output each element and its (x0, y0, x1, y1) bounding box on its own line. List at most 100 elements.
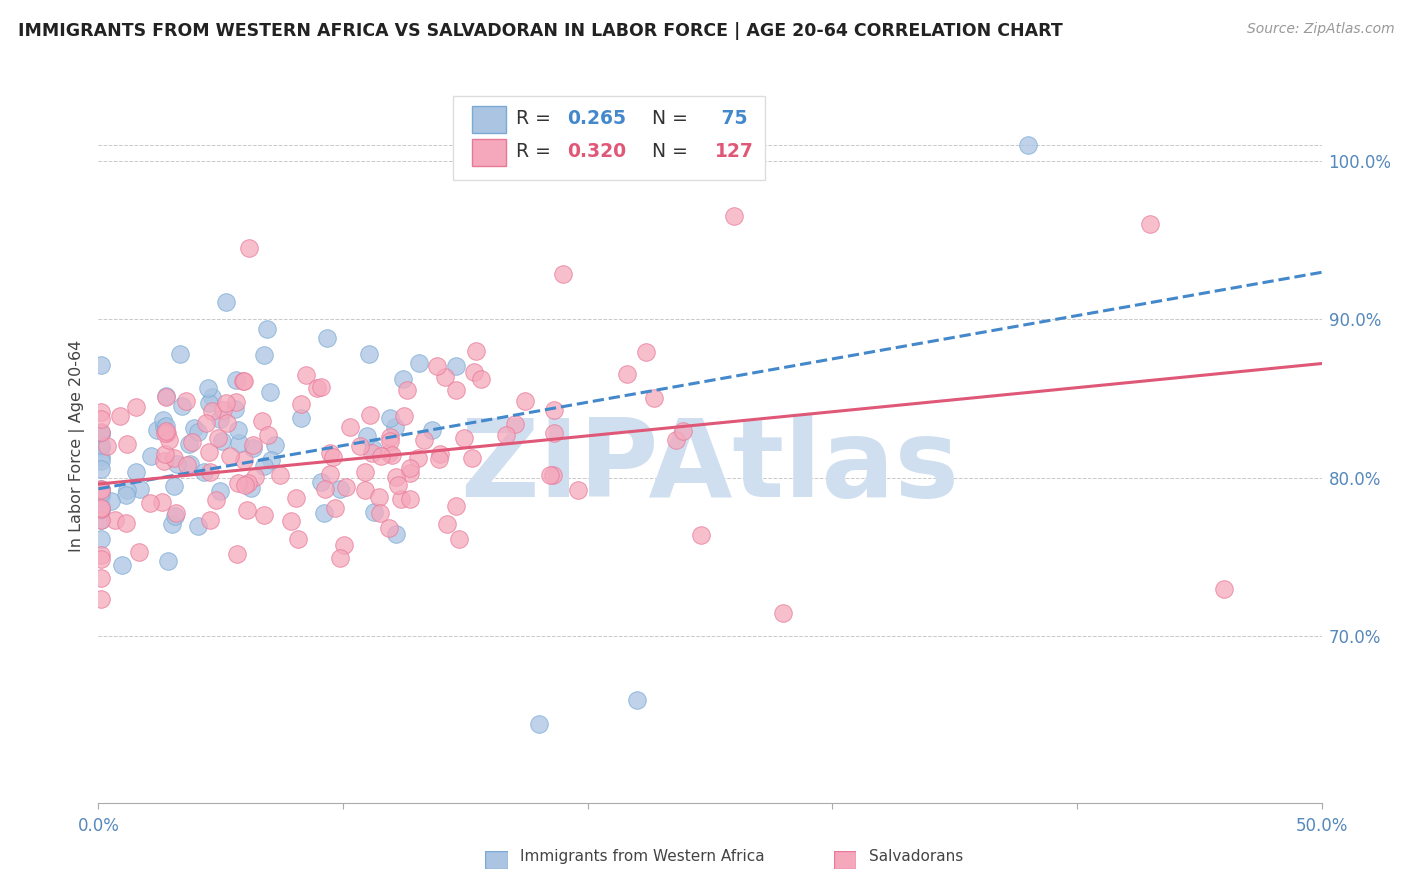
Point (153, 419, 176, 434)
Point (309, 380, 332, 394)
Point (156, 554, 179, 568)
Point (90, 513, 112, 527)
Text: N =: N = (634, 109, 695, 128)
Point (245, 470, 267, 484)
Point (527, 716, 550, 731)
Point (322, 450, 344, 464)
Point (368, 490, 391, 504)
Point (543, 425, 565, 440)
Point (616, 368, 638, 382)
Point (772, 606, 794, 620)
Point (207, 431, 229, 445)
Point (395, 383, 418, 397)
Point (287, 533, 309, 547)
Point (228, 435, 250, 450)
Point (209, 484, 232, 499)
Point (433, 370, 456, 384)
Point (427, 452, 450, 467)
Point (90, 358, 112, 372)
Text: Immigrants from Western Africa: Immigrants from Western Africa (520, 849, 765, 863)
Point (634, 345, 657, 359)
Point (305, 381, 328, 395)
Point (183, 420, 205, 434)
Point (138, 496, 160, 510)
Point (225, 394, 247, 409)
Text: R =: R = (516, 109, 557, 128)
Point (541, 467, 564, 482)
Text: Salvadorans: Salvadorans (869, 849, 963, 863)
Text: 127: 127 (714, 143, 754, 161)
Point (155, 447, 177, 461)
Point (201, 390, 224, 404)
Text: N =: N = (634, 143, 695, 161)
Point (470, 372, 492, 386)
Y-axis label: In Labor Force | Age 20-64: In Labor Force | Age 20-64 (69, 340, 84, 552)
Point (128, 545, 150, 559)
Point (447, 532, 470, 546)
Point (513, 393, 536, 408)
Point (398, 491, 420, 506)
Point (349, 439, 371, 453)
Point (115, 436, 138, 450)
Point (356, 429, 378, 443)
Point (115, 483, 138, 497)
Point (90, 532, 112, 546)
Point (153, 453, 176, 467)
Text: 75: 75 (714, 109, 748, 128)
Point (152, 413, 174, 427)
Point (444, 499, 467, 513)
Point (90, 440, 112, 454)
Point (90, 499, 112, 513)
Point (378, 446, 401, 460)
Point (333, 538, 356, 552)
Point (290, 397, 312, 411)
Point (90, 552, 112, 566)
Point (103, 513, 125, 527)
Point (353, 465, 375, 479)
Point (208, 412, 231, 426)
Point (233, 453, 256, 467)
Point (187, 519, 209, 533)
Text: 0.265: 0.265 (567, 109, 626, 128)
Point (461, 451, 484, 466)
Point (155, 419, 177, 434)
Point (329, 482, 352, 496)
Point (363, 504, 385, 518)
Point (197, 396, 219, 410)
Point (198, 445, 221, 459)
Point (215, 396, 238, 410)
Point (90, 426, 112, 441)
Point (464, 344, 486, 359)
Point (353, 483, 375, 498)
Point (1139, 217, 1161, 231)
Point (1017, 137, 1039, 152)
Point (381, 448, 404, 462)
Point (204, 493, 226, 508)
Point (166, 458, 188, 472)
Point (257, 427, 280, 442)
Point (463, 365, 485, 379)
Point (228, 476, 250, 491)
Point (90, 454, 112, 468)
Point (156, 425, 179, 440)
Point (236, 503, 259, 517)
Point (170, 399, 193, 413)
Point (236, 476, 259, 491)
Point (295, 368, 318, 383)
Point (389, 491, 412, 506)
Point (359, 408, 381, 422)
Point (90, 592, 112, 607)
Point (378, 429, 401, 443)
Point (253, 508, 276, 523)
Point (181, 434, 204, 449)
Point (242, 438, 264, 452)
Point (193, 466, 215, 480)
FancyBboxPatch shape (471, 139, 506, 166)
Point (108, 409, 131, 424)
Point (315, 330, 337, 344)
Point (90, 502, 112, 516)
Point (446, 383, 468, 397)
Text: Source: ZipAtlas.com: Source: ZipAtlas.com (1247, 22, 1395, 37)
Point (242, 441, 264, 455)
Point (159, 433, 181, 447)
